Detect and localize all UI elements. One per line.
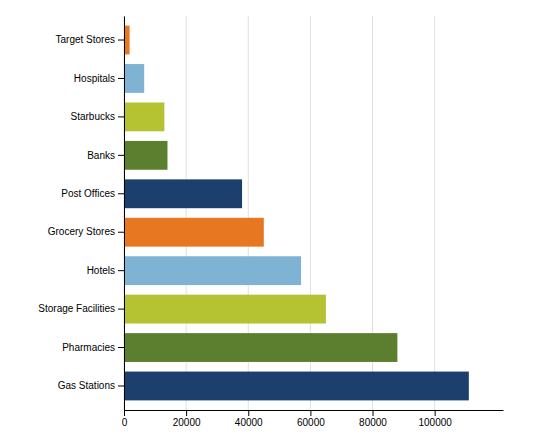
x-tick-label: 60000 [297,417,325,428]
y-tick-label: Storage Facilities [38,303,115,314]
y-tick-mark [118,309,124,310]
x-tick-label: 20000 [173,417,201,428]
bar [124,256,301,285]
y-tick: Gas Stations [58,380,124,391]
x-tick-label: 100000 [418,417,452,428]
chart: 0 20000 40000 60000 80000 100000 Target Stores… [0,0,533,444]
y-axis: Target Stores Hospitals Starbucks Banks Post… [38,17,124,411]
y-tick: Post Offices [61,188,124,199]
y-tick-label: Starbucks [71,111,115,122]
x-tick: 60000 [297,410,325,428]
y-tick-label: Hotels [87,265,115,276]
x-tick-mark [373,410,374,416]
y-tick: Storage Facilities [38,303,124,314]
bar [124,372,469,401]
y-tick: Target Stores [56,34,124,45]
x-tick: 40000 [235,410,263,428]
x-tick-mark [124,410,125,416]
bar [124,333,397,362]
y-tick-label: Hospitals [74,73,115,84]
x-tick: 100000 [418,410,452,428]
bar [124,102,164,131]
grid [124,16,435,410]
y-tick-mark [118,116,124,117]
bar [124,64,144,93]
y-tick-label: Post Offices [61,188,115,199]
y-tick: Banks [87,150,124,161]
grid-line [124,16,125,410]
grid-line [434,16,435,410]
bar [124,179,242,208]
x-tick-mark [248,410,249,416]
y-tick-mark [118,78,124,79]
y-tick-mark [118,40,124,41]
y-axis-line [124,17,125,411]
bar [124,141,167,170]
y-tick: Grocery Stores [48,226,124,237]
x-tick-mark [186,410,187,416]
y-tick-label: Target Stores [56,34,115,45]
y-tick-mark [118,232,124,233]
x-tick: 20000 [173,410,201,428]
x-tick-label: 40000 [235,417,263,428]
y-tick-label: Gas Stations [58,380,115,391]
y-tick: Hospitals [74,73,124,84]
x-tick: 0 [122,410,128,428]
x-tick-label: 80000 [359,417,387,428]
bar [124,295,326,324]
x-tick-label: 0 [122,417,128,428]
y-tick-label: Pharmacies [62,342,115,353]
y-tick-mark [118,270,124,271]
y-tick-mark [118,347,124,348]
y-tick-label: Grocery Stores [48,226,115,237]
x-tick-mark [310,410,311,416]
y-tick: Starbucks [71,111,124,122]
plot: 0 20000 40000 60000 80000 100000 Target Stores… [38,16,503,428]
x-axis: 0 20000 40000 60000 80000 100000 [122,410,504,428]
y-tick-mark [118,385,124,386]
x-axis-line [125,410,504,411]
y-tick-mark [118,193,124,194]
y-tick: Hotels [87,265,124,276]
x-tick: 80000 [359,410,387,428]
bar [124,218,264,247]
y-tick: Pharmacies [62,342,124,353]
x-tick-mark [435,410,436,416]
bars [124,26,469,401]
y-tick-label: Banks [87,150,115,161]
y-tick-mark [118,155,124,156]
